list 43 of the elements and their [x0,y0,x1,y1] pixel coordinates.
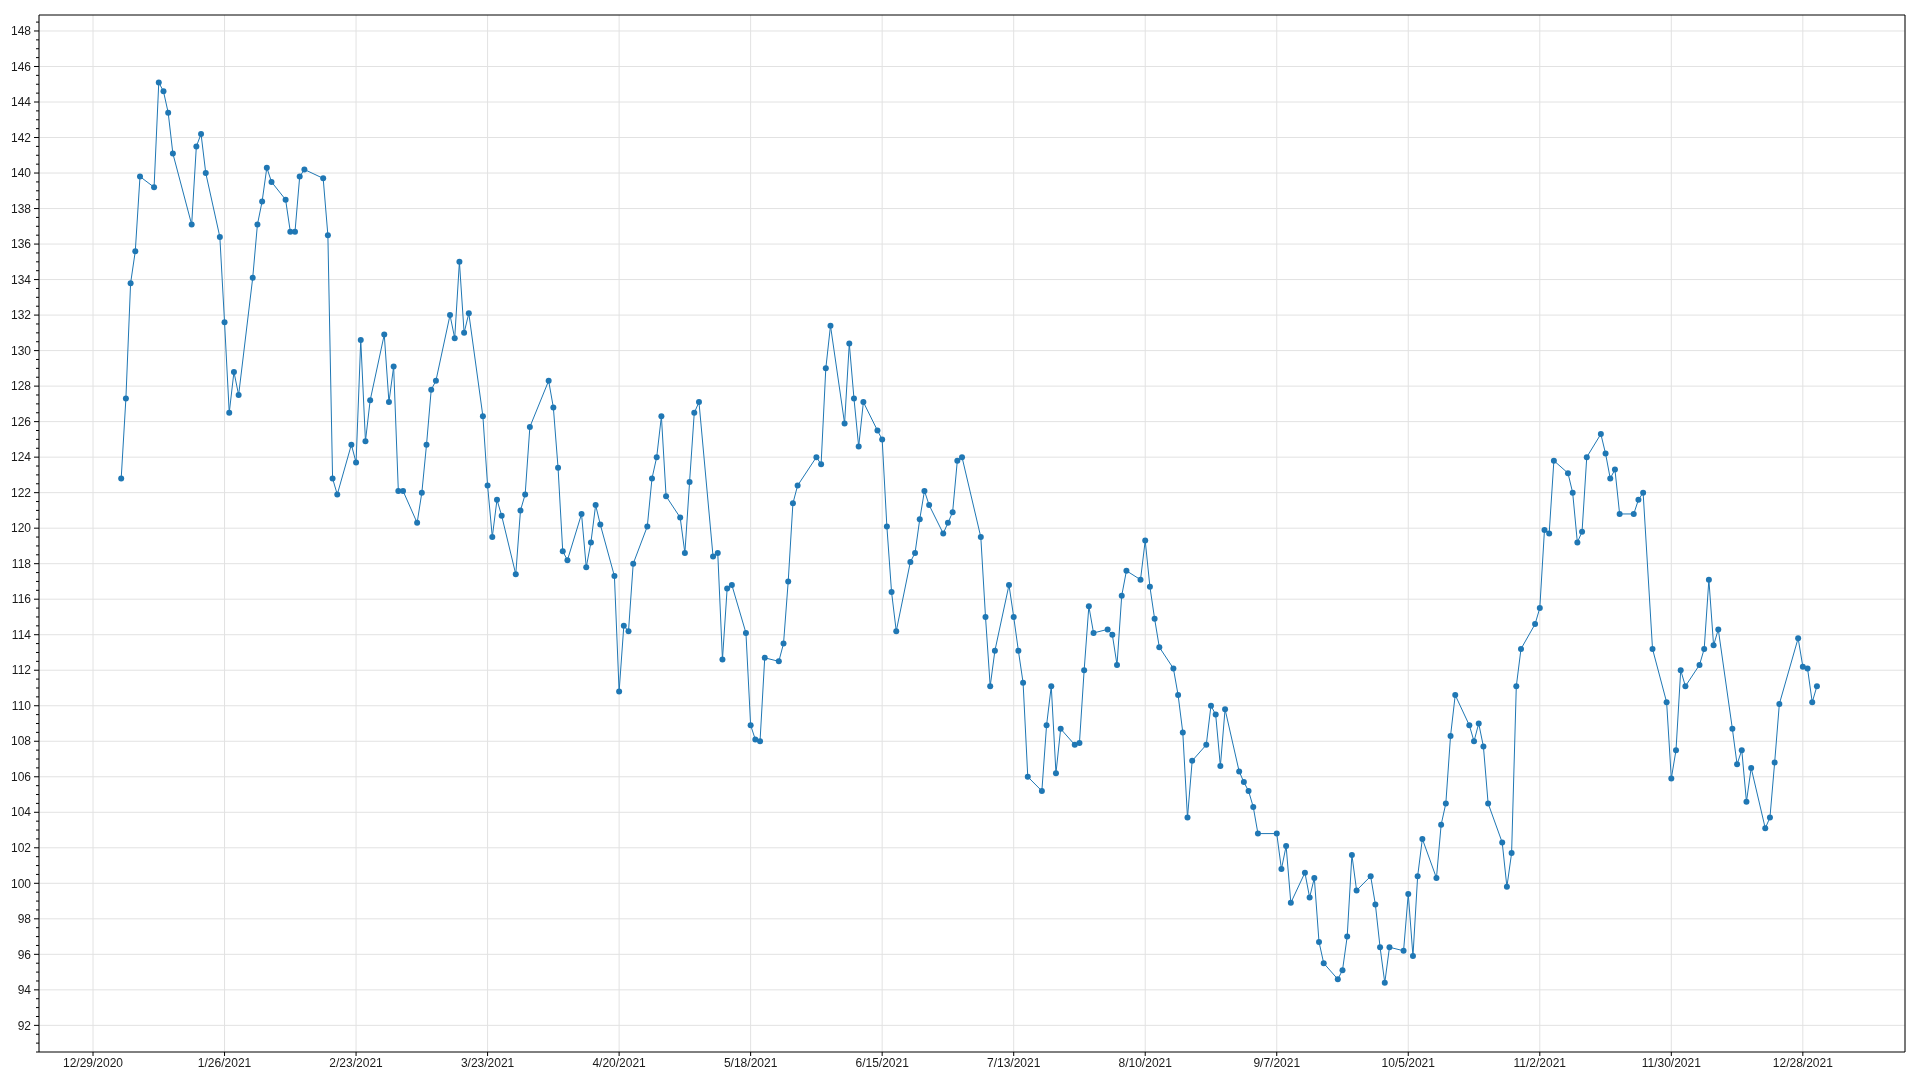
y-tick-label: 140 [10,166,32,181]
x-tick-label: 6/15/2021 [855,1055,910,1070]
y-tick-label: 130 [10,343,32,358]
y-tick-label: 132 [10,308,32,323]
y-tick-label: 108 [10,734,32,749]
y-tick-label: 104 [10,805,32,820]
y-tick-label: 122 [10,485,32,500]
y-tick-label: 100 [10,876,32,891]
y-tick-label: 112 [11,663,32,678]
x-tick-label: 11/2/2021 [1513,1055,1567,1070]
y-tick-label: 124 [10,450,32,465]
x-tick-label: 10/5/2021 [1381,1055,1436,1070]
y-tick-label: 134 [10,272,32,287]
y-tick-label: 118 [11,556,32,571]
y-tick-label: 116 [11,592,32,607]
y-tick-label: 92 [17,1018,32,1033]
y-tick-label: 142 [10,130,32,145]
x-tick-label: 9/7/2021 [1253,1055,1301,1070]
x-tick-label: 3/23/2021 [460,1055,515,1070]
x-tick-label: 8/10/2021 [1118,1055,1173,1070]
y-tick-label: 128 [10,379,32,394]
y-tick-label: 144 [10,95,32,110]
y-tick-label: 94 [17,983,32,998]
y-tick-label: 136 [10,237,32,252]
y-tick-label: 138 [10,201,32,216]
y-tick-label: 114 [11,627,32,642]
y-tick-label: 96 [17,947,32,962]
x-tick-label: 1/26/2021 [197,1055,252,1070]
y-tick-label: 120 [10,521,32,536]
x-tick-label: 2/23/2021 [329,1055,384,1070]
y-tick-label: 102 [10,841,32,855]
y-tick-label: 106 [10,769,32,784]
y-tick-label: 98 [17,912,32,927]
y-tick-label: 110 [11,698,32,713]
x-tick-label: 12/29/2020 [62,1055,124,1070]
y-tick-label: 126 [10,414,32,429]
x-tick-label: 4/20/2021 [592,1055,647,1070]
y-tick-label: 148 [10,24,32,39]
x-tick-label: 11/30/2021 [1641,1055,1702,1070]
x-tick-label: 12/28/2021 [1772,1055,1834,1070]
x-tick-label: 7/13/2021 [986,1055,1041,1070]
y-tick-label: 146 [10,59,32,74]
x-tick-label: 5/18/2021 [723,1055,778,1070]
